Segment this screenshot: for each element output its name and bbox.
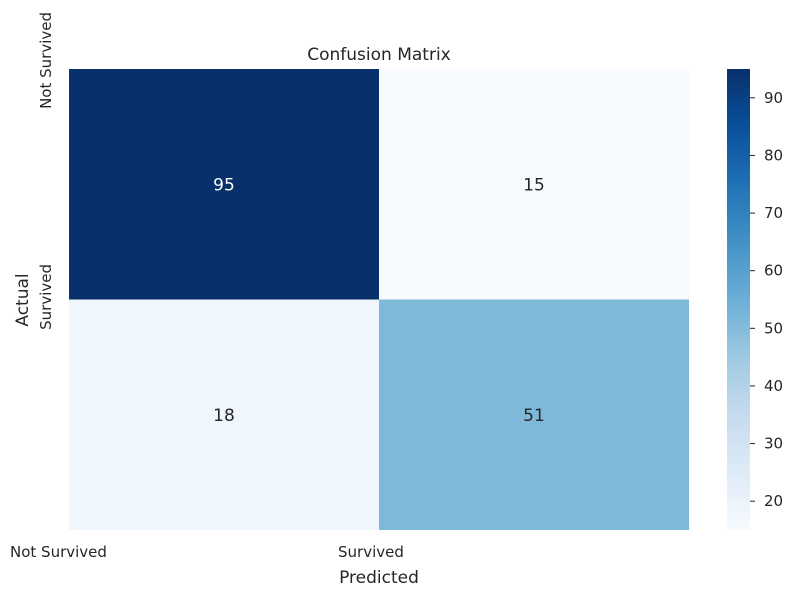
- cell-value-label: 18: [213, 406, 235, 426]
- x-axis-label: Predicted: [339, 568, 419, 588]
- heatmap-cell-r0-c0: [69, 69, 379, 300]
- colorbar-tick-label: 20: [764, 492, 783, 510]
- heatmap-cell-labels: 95 15 18 51: [213, 175, 545, 426]
- x-tick-label: Not Survived: [10, 543, 107, 561]
- heatmap-cell-r1-c0: [69, 299, 379, 530]
- colorbar-tick-label: 60: [764, 262, 783, 280]
- y-tick-label: Survived: [37, 264, 55, 330]
- colorbar-ticks: 20 30 40 50 60 70 80 90: [750, 89, 783, 510]
- colorbar-tick-label: 50: [764, 319, 783, 337]
- heatmap-cell-r1-c1: [379, 299, 689, 530]
- colorbar-tick-label: 70: [764, 204, 783, 222]
- y-tick-labels: Not Survived Survived: [37, 12, 55, 330]
- colorbar-tick-label: 90: [764, 89, 783, 107]
- cell-value-label: 15: [523, 175, 545, 195]
- colorbar-tick-label: 80: [764, 146, 783, 164]
- cell-value-label: 51: [523, 406, 545, 426]
- y-axis-label: Actual: [13, 273, 33, 326]
- cell-value-label: 95: [213, 175, 235, 195]
- colorbar-tick-label: 30: [764, 435, 783, 453]
- colorbar: [727, 69, 750, 530]
- x-tick-label: Survived: [338, 543, 404, 561]
- x-tick-labels: Not Survived Survived: [10, 543, 404, 561]
- chart-title: Confusion Matrix: [307, 45, 451, 65]
- heatmap-cell-r0-c1: [379, 69, 689, 300]
- colorbar-tick-label: 40: [764, 377, 783, 395]
- heatmap-cells: [69, 69, 689, 530]
- y-tick-label: Not Survived: [37, 12, 55, 109]
